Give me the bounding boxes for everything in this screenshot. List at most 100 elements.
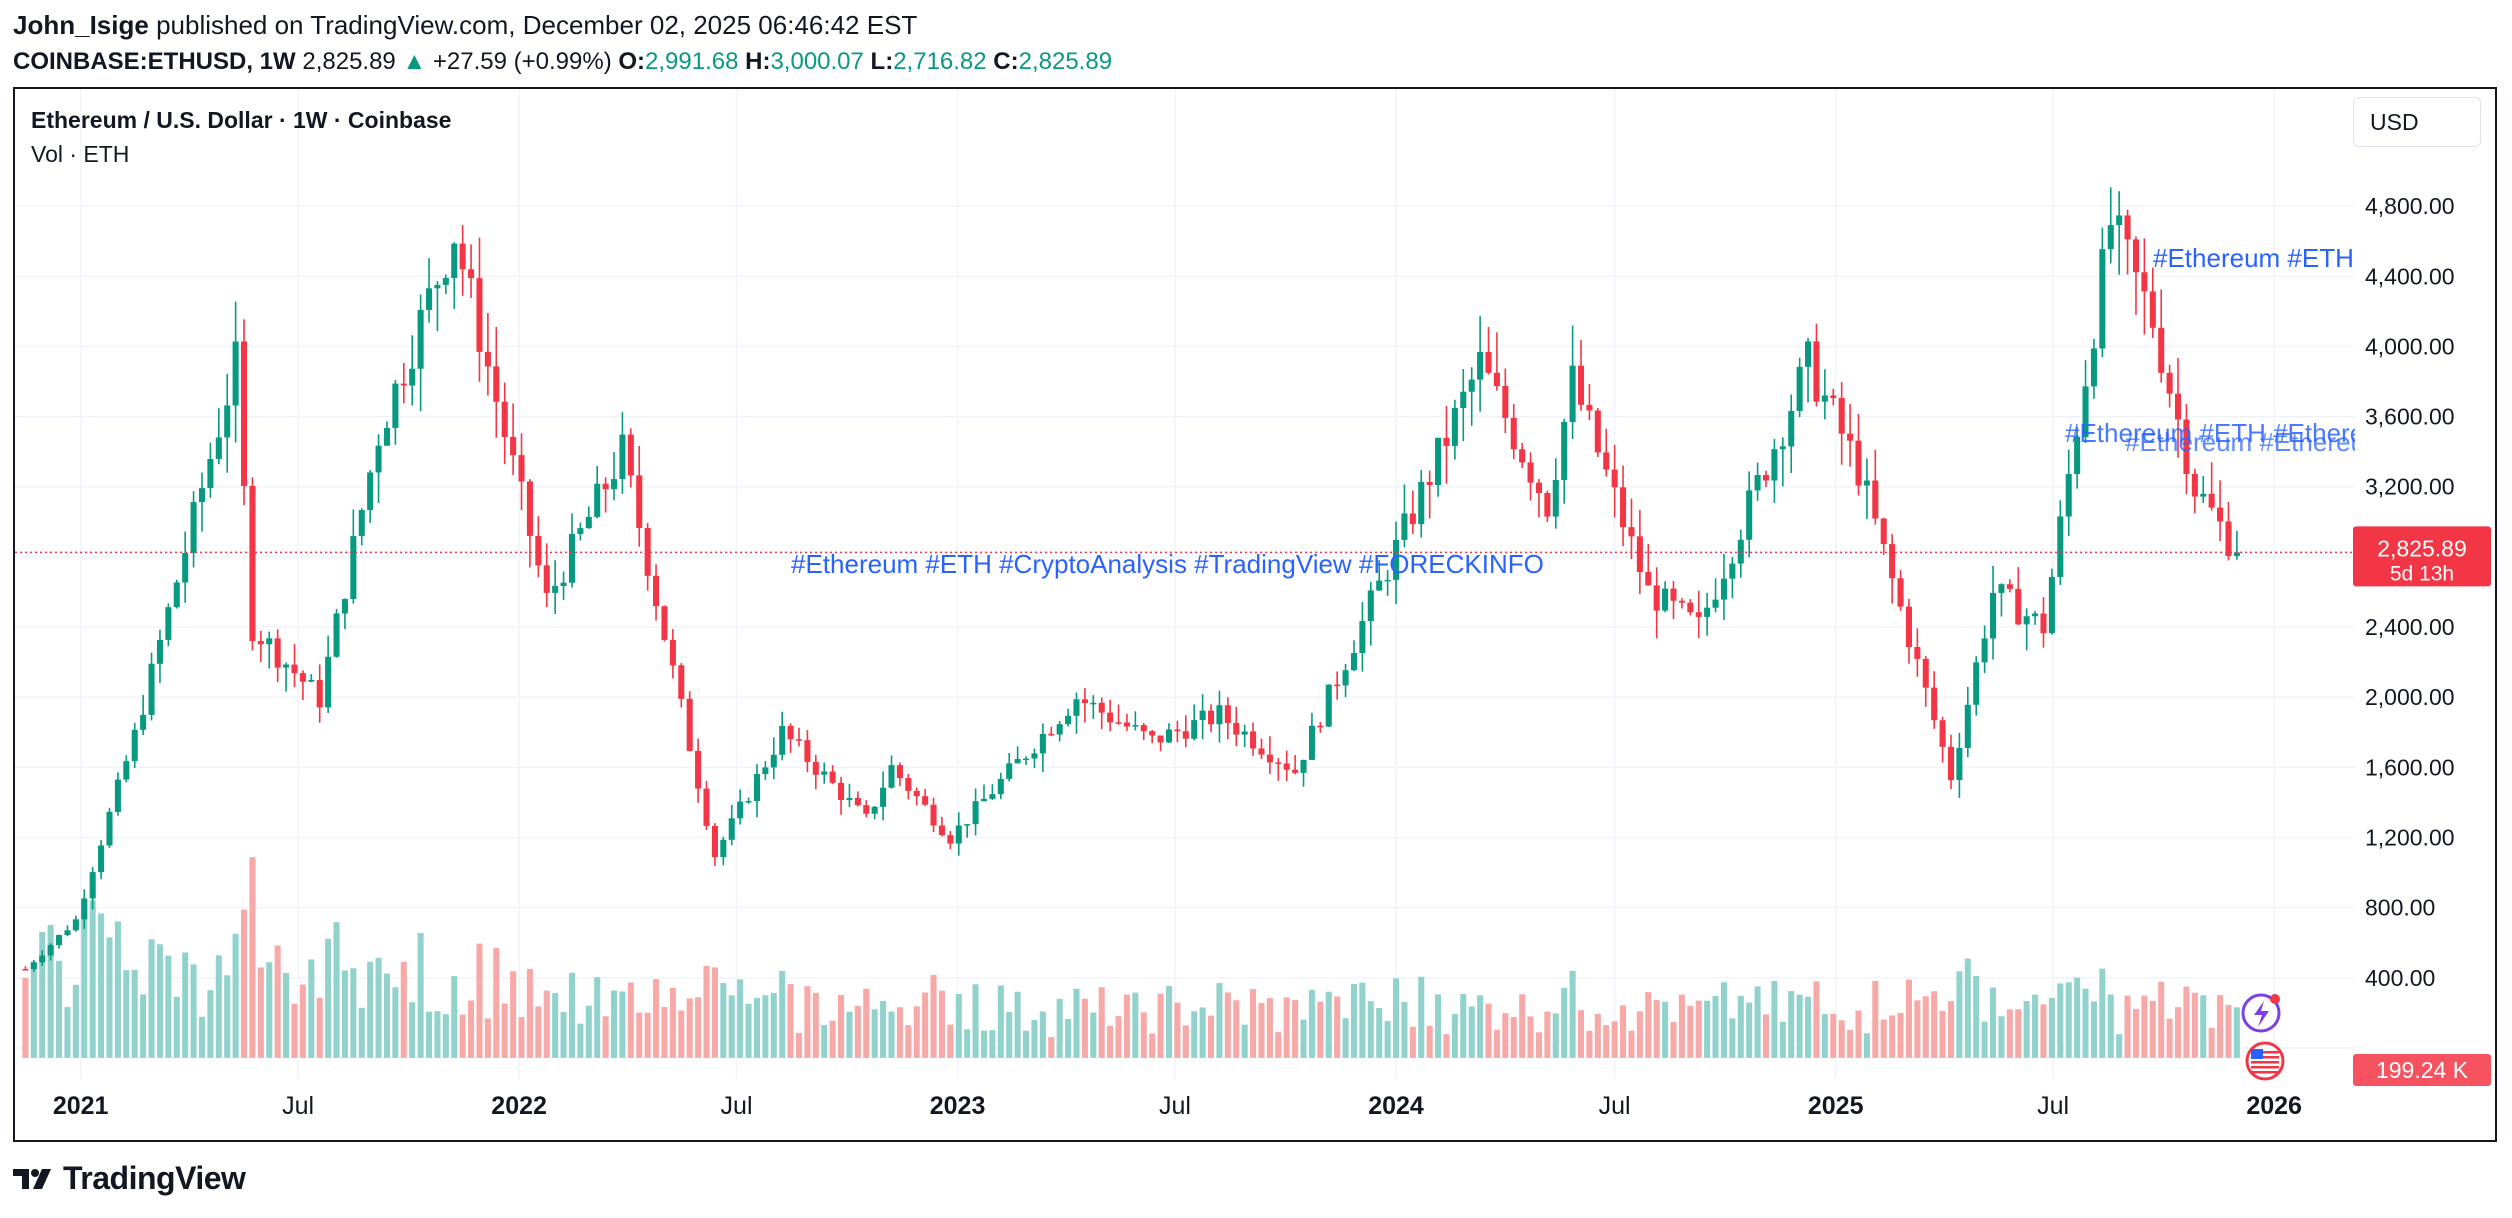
candle[interactable]	[1788, 410, 1795, 447]
candle[interactable]	[1880, 518, 1887, 545]
candle[interactable]	[1981, 638, 1988, 663]
candle[interactable]	[812, 761, 819, 775]
candle[interactable]	[1199, 710, 1206, 721]
candle[interactable]	[695, 750, 702, 789]
candle[interactable]	[1636, 536, 1643, 573]
candle[interactable]	[1502, 386, 1509, 418]
candle[interactable]	[1746, 490, 1753, 540]
candle[interactable]	[1998, 584, 2005, 593]
candle[interactable]	[2158, 327, 2165, 373]
candle[interactable]	[1073, 699, 1080, 716]
candle[interactable]	[56, 935, 63, 946]
candle[interactable]	[2233, 552, 2240, 557]
candle[interactable]	[1704, 607, 1711, 617]
candle[interactable]	[594, 483, 601, 517]
candle[interactable]	[1594, 410, 1601, 453]
candle[interactable]	[1922, 658, 1929, 688]
candle[interactable]	[1493, 372, 1500, 387]
candle[interactable]	[1039, 733, 1046, 754]
candle[interactable]	[854, 798, 861, 806]
price-chart[interactable]: #Ethereum #ETH #CryptoAnalysis #TradingV…	[15, 89, 2495, 1140]
candle[interactable]	[829, 771, 836, 783]
candle[interactable]	[980, 798, 988, 802]
candle[interactable]	[1132, 725, 1139, 727]
candle[interactable]	[1729, 563, 1736, 579]
candle[interactable]	[400, 383, 407, 386]
candle[interactable]	[1914, 646, 1921, 659]
candle[interactable]	[1023, 758, 1030, 761]
candle[interactable]	[1224, 705, 1231, 723]
chart-pane[interactable]: #Ethereum #ETH #CryptoAnalysis #TradingV…	[13, 87, 2497, 1142]
candle[interactable]	[2116, 215, 2123, 226]
candle[interactable]	[1468, 379, 1475, 392]
candle[interactable]	[1182, 731, 1189, 739]
candle[interactable]	[1048, 733, 1055, 736]
candle[interactable]	[1376, 580, 1383, 591]
candle[interactable]	[2149, 291, 2156, 328]
candle[interactable]	[30, 962, 37, 970]
candle[interactable]	[484, 351, 491, 367]
candle[interactable]	[1149, 731, 1156, 736]
candle[interactable]	[880, 787, 887, 807]
candle[interactable]	[1510, 417, 1517, 450]
candle[interactable]	[266, 638, 273, 645]
candle[interactable]	[1014, 759, 1021, 764]
candle[interactable]	[468, 269, 475, 279]
candle[interactable]	[2175, 393, 2182, 420]
candle[interactable]	[821, 771, 828, 775]
candle[interactable]	[1889, 544, 1896, 579]
candle[interactable]	[922, 796, 929, 805]
candle[interactable]	[1519, 449, 1526, 463]
candle[interactable]	[737, 801, 744, 819]
candle[interactable]	[1081, 699, 1088, 704]
candle[interactable]	[2107, 225, 2114, 250]
candle[interactable]	[526, 481, 533, 536]
candle[interactable]	[1115, 722, 1122, 724]
candle[interactable]	[535, 535, 542, 566]
candle[interactable]	[1216, 705, 1223, 725]
candle[interactable]	[1300, 759, 1307, 773]
candle[interactable]	[997, 778, 1004, 795]
candle[interactable]	[896, 765, 903, 779]
candle[interactable]	[602, 483, 609, 490]
candle[interactable]	[1586, 404, 1593, 411]
candle[interactable]	[39, 955, 46, 963]
candle[interactable]	[1258, 748, 1265, 755]
candle[interactable]	[190, 502, 197, 553]
candle[interactable]	[283, 664, 290, 668]
candle[interactable]	[1392, 539, 1400, 580]
candle[interactable]	[501, 401, 508, 437]
candle[interactable]	[1426, 481, 1433, 485]
candle[interactable]	[1897, 578, 1904, 607]
candle[interactable]	[753, 774, 760, 802]
candle[interactable]	[661, 606, 668, 640]
candle[interactable]	[1460, 391, 1467, 409]
candle[interactable]	[1527, 462, 1534, 483]
candle[interactable]	[383, 427, 391, 446]
candle[interactable]	[215, 437, 222, 459]
candle[interactable]	[678, 665, 685, 699]
candle[interactable]	[249, 485, 256, 642]
candle[interactable]	[1552, 479, 1559, 517]
candle[interactable]	[1208, 710, 1215, 725]
candle[interactable]	[367, 472, 374, 511]
candle[interactable]	[425, 288, 433, 310]
candle[interactable]	[1241, 731, 1248, 735]
candle[interactable]	[686, 698, 693, 751]
candle[interactable]	[795, 739, 803, 741]
candle[interactable]	[375, 445, 382, 473]
candle[interactable]	[1283, 763, 1290, 770]
candle[interactable]	[1401, 513, 1408, 540]
candle[interactable]	[720, 839, 727, 858]
candle[interactable]	[2183, 419, 2190, 474]
candle[interactable]	[1569, 365, 1576, 422]
candle[interactable]	[1973, 662, 1980, 705]
candle[interactable]	[2225, 521, 2232, 557]
candle[interactable]	[2048, 577, 2055, 634]
candle[interactable]	[1384, 579, 1391, 582]
candle[interactable]	[1350, 652, 1358, 671]
candle[interactable]	[316, 680, 323, 708]
candle[interactable]	[1561, 421, 1568, 480]
candle[interactable]	[1939, 720, 1946, 747]
candle[interactable]	[198, 488, 206, 503]
